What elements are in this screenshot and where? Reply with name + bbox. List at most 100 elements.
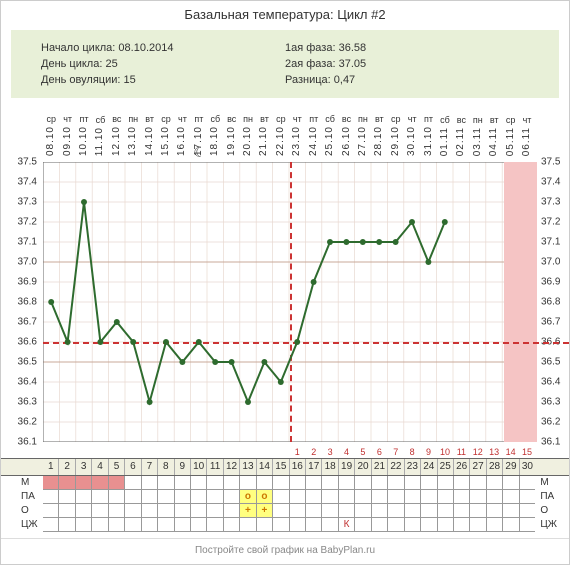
symptom-col bbox=[306, 476, 322, 532]
symptom-cell bbox=[388, 504, 403, 518]
symptom-cell bbox=[158, 476, 173, 490]
date-cell: ср08.10 bbox=[43, 106, 59, 156]
dpo-cell bbox=[191, 446, 207, 458]
dpo-cell bbox=[43, 446, 59, 458]
cycle-day-cell: 17 bbox=[306, 459, 322, 475]
symptom-cell bbox=[158, 518, 173, 532]
symptom-cell bbox=[372, 476, 387, 490]
symptom-cell bbox=[92, 490, 107, 504]
symptom-cell bbox=[454, 490, 469, 504]
symptom-cell bbox=[306, 518, 321, 532]
dpo-cell bbox=[273, 446, 289, 458]
symptom-cell bbox=[92, 518, 107, 532]
symptom-grid: МПАОЦЖ МПАОЦЖ o+o+К bbox=[1, 476, 569, 532]
symptom-cell bbox=[109, 504, 124, 518]
symptom-cell bbox=[109, 476, 124, 490]
symptom-cell bbox=[470, 518, 485, 532]
cycle-day-cell: 7 bbox=[142, 459, 158, 475]
symptom-cell bbox=[339, 504, 354, 518]
dpo-cell: 9 bbox=[420, 446, 436, 458]
dpo-cell bbox=[240, 446, 256, 458]
symptom-cell bbox=[125, 518, 140, 532]
info-right: 1ая фаза: 36.58 2ая фаза: 37.05 Разница:… bbox=[285, 40, 529, 88]
symptom-cell bbox=[207, 490, 222, 504]
symptom-cell bbox=[306, 504, 321, 518]
dpo-cell: 12 bbox=[470, 446, 486, 458]
symptom-cell: К bbox=[339, 518, 354, 532]
date-cell: ср15.10 bbox=[158, 106, 174, 156]
symptom-cell bbox=[470, 490, 485, 504]
diff-label: Разница: bbox=[285, 74, 331, 86]
symptom-cell bbox=[372, 504, 387, 518]
symptom-cell bbox=[125, 504, 140, 518]
symptom-cell bbox=[372, 518, 387, 532]
symptom-col bbox=[355, 476, 371, 532]
date-cell: вс19.10 bbox=[223, 106, 239, 156]
date-cell: сб25.10 bbox=[322, 106, 338, 156]
symptom-cell bbox=[224, 504, 239, 518]
cycle-day-cell: 27 bbox=[470, 459, 486, 475]
date-cell: чт30.10 bbox=[404, 106, 420, 156]
dpo-cell: 3 bbox=[322, 446, 338, 458]
symptom-cell bbox=[438, 476, 453, 490]
symptom-cell bbox=[76, 518, 91, 532]
symptom-cell bbox=[388, 490, 403, 504]
date-cell: ср22.10 bbox=[273, 106, 289, 156]
symptom-cell bbox=[207, 476, 222, 490]
symptom-cell bbox=[191, 490, 206, 504]
symptom-col bbox=[421, 476, 437, 532]
symptom-cell bbox=[503, 518, 518, 532]
info-left: Начало цикла: 08.10.2014 День цикла: 25 … bbox=[41, 40, 285, 88]
symptom-cell bbox=[191, 518, 206, 532]
symptom-cell bbox=[224, 518, 239, 532]
symptom-cell bbox=[421, 518, 436, 532]
dpo-cell: 1 bbox=[289, 446, 305, 458]
date-cell: вт04.11 bbox=[486, 106, 502, 156]
dpo-cell: 4 bbox=[338, 446, 354, 458]
symptom-col bbox=[438, 476, 454, 532]
cycle-day-cell: 22 bbox=[388, 459, 404, 475]
cycle-day-cell: 15 bbox=[273, 459, 289, 475]
symptom-cell bbox=[355, 490, 370, 504]
phase2-value: 37.05 bbox=[339, 58, 367, 70]
cycle-day-cell: 24 bbox=[421, 459, 437, 475]
ovday-value: 15 bbox=[124, 74, 136, 86]
symptom-col bbox=[405, 476, 421, 532]
dpo-cell: 13 bbox=[486, 446, 502, 458]
symptom-cell bbox=[405, 518, 420, 532]
cycle-day-cell: 29 bbox=[503, 459, 519, 475]
symptom-cell: o bbox=[257, 490, 272, 504]
dpo-cell: 8 bbox=[404, 446, 420, 458]
dpo-cell bbox=[158, 446, 174, 458]
dpo-cell: 10 bbox=[437, 446, 453, 458]
cycleday-label: День цикла: bbox=[41, 58, 102, 70]
symptom-col: o+ bbox=[240, 476, 256, 532]
symptom-cell bbox=[339, 476, 354, 490]
symptom-cell bbox=[142, 504, 157, 518]
symptom-cell bbox=[125, 476, 140, 490]
symptom-cell bbox=[43, 504, 58, 518]
date-cell: пт10.10 bbox=[76, 106, 92, 156]
date-cell: вт21.10 bbox=[256, 106, 272, 156]
dpo-cell bbox=[141, 446, 157, 458]
symptom-cell bbox=[59, 490, 74, 504]
symptom-cell bbox=[43, 476, 58, 490]
symptom-cell bbox=[290, 490, 305, 504]
symptom-cell bbox=[175, 476, 190, 490]
symptom-cell bbox=[175, 518, 190, 532]
start-label: Начало цикла: bbox=[41, 42, 115, 54]
cycle-day-cell: 20 bbox=[355, 459, 371, 475]
chart-title: Базальная температура: Цикл #2 bbox=[1, 1, 569, 26]
date-cell: ср05.11 bbox=[502, 106, 518, 156]
symptom-cell bbox=[290, 476, 305, 490]
symptom-cell bbox=[59, 476, 74, 490]
symptom-cell bbox=[470, 476, 485, 490]
date-cell: пт31.10 bbox=[420, 106, 436, 156]
symptom-cell bbox=[273, 476, 288, 490]
cycle-day-cell: 6 bbox=[125, 459, 141, 475]
symptom-cell bbox=[388, 518, 403, 532]
symptom-cell bbox=[207, 518, 222, 532]
cycle-day-cell: 3 bbox=[76, 459, 92, 475]
symptom-cell bbox=[224, 490, 239, 504]
symptom-cell bbox=[405, 490, 420, 504]
